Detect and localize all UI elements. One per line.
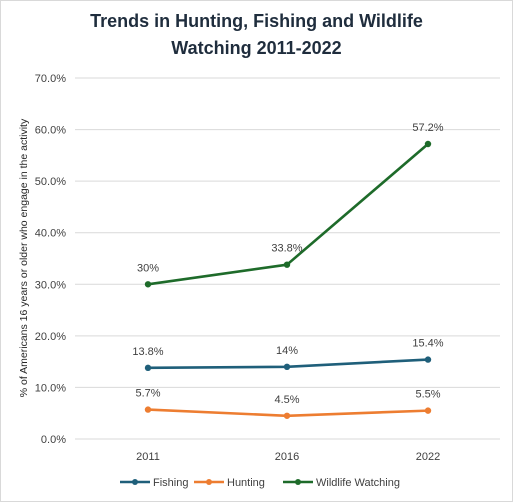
- series-fishing: 13.8% 14% 15.4%: [132, 338, 444, 372]
- y-tick-label: 30.0%: [35, 279, 66, 291]
- data-label: 5.5%: [415, 389, 440, 401]
- data-label: 33.8%: [271, 243, 302, 255]
- data-label: 30%: [137, 262, 159, 274]
- data-label: 4.5%: [274, 394, 299, 406]
- data-label: 5.7%: [135, 388, 160, 400]
- y-tick-label: 60.0%: [35, 125, 66, 137]
- chart-title: Trends in Hunting, Fishing and Wildlife …: [40, 8, 473, 62]
- legend-marker: [206, 479, 212, 485]
- data-label: 13.8%: [132, 346, 163, 358]
- x-tick-label: 2022: [416, 451, 440, 463]
- x-tick-label: 2011: [136, 451, 160, 463]
- y-axis-tick-labels: 0.0% 10.0% 20.0% 30.0% 40.0% 50.0% 60.0% 70.0%: [35, 73, 66, 446]
- y-tick-label: 50.0%: [35, 176, 66, 188]
- data-point: [283, 261, 291, 268]
- gridlines: [75, 77, 500, 440]
- legend-marker: [295, 479, 301, 485]
- legend: Fishing Hunting Wildlife Watching: [120, 477, 400, 489]
- data-point: [283, 412, 291, 419]
- series-hunting: 5.7% 4.5% 5.5%: [135, 388, 441, 419]
- data-point: [144, 281, 152, 288]
- data-label: 15.4%: [412, 338, 443, 350]
- data-point: [144, 406, 152, 413]
- legend-item: Wildlife Watching: [283, 477, 400, 489]
- y-tick-label: 10.0%: [35, 382, 66, 394]
- x-axis-tick-labels: 2011 2016 2022: [136, 451, 440, 463]
- y-axis-label: % of Americans 16 years or older who eng…: [18, 118, 30, 397]
- legend-label: Hunting: [227, 477, 265, 489]
- legend-item: Hunting: [194, 477, 265, 489]
- chart-title-line-1: Trends in Hunting, Fishing and Wildlife: [90, 11, 423, 31]
- data-point: [424, 140, 432, 148]
- legend-item: Fishing: [120, 477, 188, 489]
- data-point: [144, 364, 152, 372]
- chart-title-line-2: Watching 2011-2022: [171, 38, 342, 58]
- y-tick-label: 40.0%: [35, 228, 66, 240]
- y-tick-label: 20.0%: [35, 331, 66, 343]
- legend-label: Fishing: [153, 477, 188, 489]
- data-point: [424, 356, 432, 363]
- data-point: [424, 407, 432, 414]
- series-group: 13.8% 14% 15.4% 5.7% 4.5% 5.5% 30% 33.8% 57.2%: [132, 122, 444, 419]
- data-label: 14%: [276, 345, 298, 357]
- legend-marker: [132, 479, 138, 485]
- data-point: [283, 363, 291, 370]
- y-tick-label: 70.0%: [35, 73, 66, 85]
- y-tick-label: 0.0%: [41, 434, 66, 446]
- series-wildlife-watching: 30% 33.8% 57.2%: [137, 122, 444, 288]
- data-label: 57.2%: [412, 122, 443, 134]
- x-tick-label: 2016: [275, 451, 299, 463]
- legend-label: Wildlife Watching: [316, 477, 400, 489]
